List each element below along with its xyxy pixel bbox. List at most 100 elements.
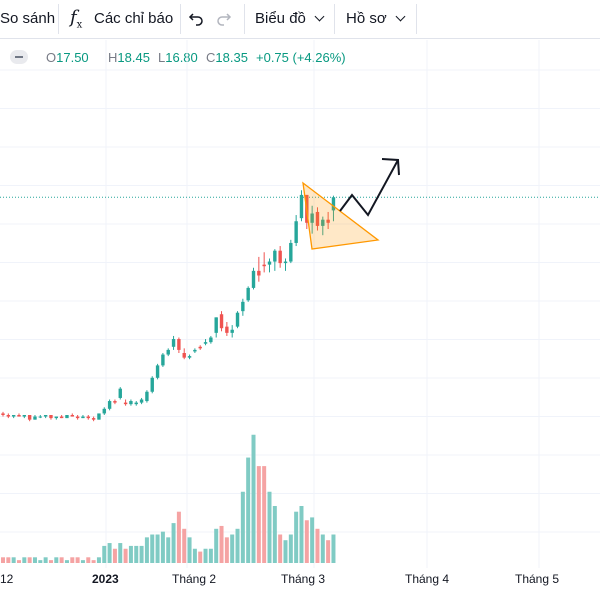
price-chart[interactable] [0,40,600,568]
candle-body [214,317,218,333]
projection-arrow-line [339,159,399,217]
volume-bar [139,545,144,563]
volume-bar [11,557,16,563]
volume-bar [182,528,187,563]
candle-body [257,270,261,276]
volume-bar [256,466,261,563]
candle-body [118,388,122,398]
chevron-down-icon [395,11,406,22]
candle-body [123,402,128,405]
volume-bar [54,557,59,563]
candle-body [150,377,154,392]
x-label-12: 12 [0,572,14,586]
volume-bar [219,525,224,563]
candle-body [177,339,181,350]
candle-body [11,415,16,417]
candle-body [235,312,240,327]
indicators-button[interactable]: Các chỉ báo [94,10,174,27]
volume-bar [240,491,245,563]
collapse-icon[interactable] [10,50,28,64]
candle-body [246,287,250,301]
volume-bar [43,557,48,563]
toolbar-divider [244,4,245,34]
volume-bar [187,537,192,563]
volume-bar [208,548,213,563]
profile-menu-button[interactable]: Hồ sơ [346,0,406,38]
candle-body [315,211,320,226]
candle-body [65,415,69,419]
candle-body [22,415,27,417]
candle-body [6,415,11,417]
chart-menu-label: Biểu đồ [255,10,306,27]
candle-body [267,261,272,265]
candle-body [209,337,213,343]
legend-high-key: H [108,50,118,65]
legend-close: C18.35 [206,50,248,65]
legend-high: H18.45 [108,50,150,65]
volume-bar [304,520,309,563]
candle-body [225,326,229,333]
legend-close-key: C [206,50,216,65]
top-toolbar: So sánh fx Các chỉ báo Biểu đồ Hồ sơ [0,0,600,39]
volume-bar [27,557,32,563]
candle-body [310,213,314,223]
volume-bar [310,517,315,563]
candle-body [17,415,21,417]
volume-bar [150,534,155,563]
volume-bar [155,534,160,563]
candle-body [129,401,133,405]
volume-bar [262,466,267,563]
volume-bar [38,560,43,563]
candle-body [193,349,197,352]
volume-bar [144,537,149,563]
chart-menu-button[interactable]: Biểu đồ [255,0,325,38]
volume-bar [315,528,320,563]
redo-icon[interactable] [216,11,232,27]
volume-bar [160,531,165,563]
volume-bar [75,557,80,563]
compare-button[interactable]: So sánh [0,10,56,27]
volume-bar [326,540,331,563]
legend-change: +0.75 (+4.26%) [256,50,346,65]
volume-bar [64,560,69,563]
volume-bar [171,523,176,563]
volume-bar [176,511,181,563]
candle-body [91,418,96,420]
volume-bar [48,560,53,563]
undo-icon[interactable] [188,11,204,27]
volume-bar [134,545,139,563]
candle-body [27,415,32,420]
candle-body [38,416,43,418]
candle-body [86,416,90,419]
volume-bar [267,491,272,563]
x-label-thang-4: Tháng 4 [405,572,450,586]
candle-body [241,301,245,312]
x-label-thang-3: Tháng 3 [281,572,326,586]
x-label-thang-5: Tháng 5 [515,572,560,586]
candle-body [161,354,165,366]
volume-bar [112,548,117,563]
volume-bar [251,434,256,563]
volume-bar [198,551,203,563]
candle-body [289,242,293,262]
candle-body [251,270,256,288]
candle-body [166,349,170,355]
volume-bar [320,534,325,563]
legend-open: O17.50 [46,50,89,65]
candle-body [326,219,330,223]
candle-body [43,415,48,417]
volume-bar [80,560,85,563]
candle-body [198,346,202,349]
volume-bar [102,545,107,563]
candle-body [139,399,144,403]
volume-bar [91,560,96,563]
volume-bar [166,537,171,563]
x-label-2023: 2023 [92,572,119,586]
candle-body [49,415,53,419]
candle-body [33,416,37,420]
candle-body [155,365,160,378]
candle-body [107,401,112,409]
candle-body [134,402,138,405]
candle-body [278,250,282,264]
volume-bar [283,540,288,563]
